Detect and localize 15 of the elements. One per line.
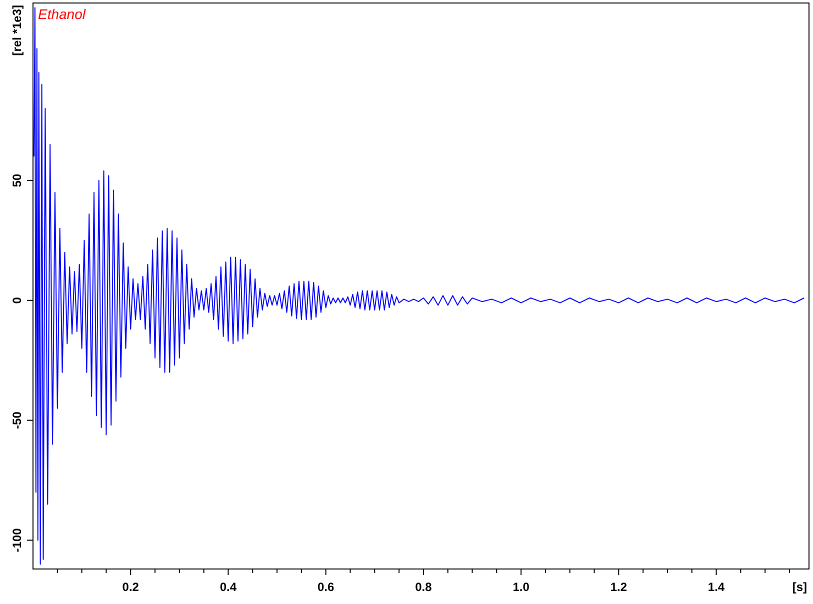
line-series — [33, 7, 805, 565]
y-tick-label: 0 — [10, 296, 24, 304]
x-tick-label: 0.8 — [415, 580, 432, 594]
x-tick-label: 1.4 — [708, 580, 725, 594]
y-tick-label: -100 — [10, 528, 24, 552]
x-tick-label: 0.6 — [317, 580, 334, 594]
y-axis-title: [rel *1e3] — [10, 5, 24, 56]
x-tick-label: 1.2 — [610, 580, 628, 594]
annotation: Ethanol — [38, 6, 86, 22]
y-tick-label: 50 — [10, 173, 24, 188]
x-tick-label: 1.0 — [512, 580, 530, 594]
x-tick-label: 0.2 — [122, 580, 140, 594]
x-tick-label: 0.4 — [220, 580, 237, 594]
y-tick-label: -50 — [10, 411, 24, 429]
x-axis-title: [s] — [792, 580, 807, 594]
